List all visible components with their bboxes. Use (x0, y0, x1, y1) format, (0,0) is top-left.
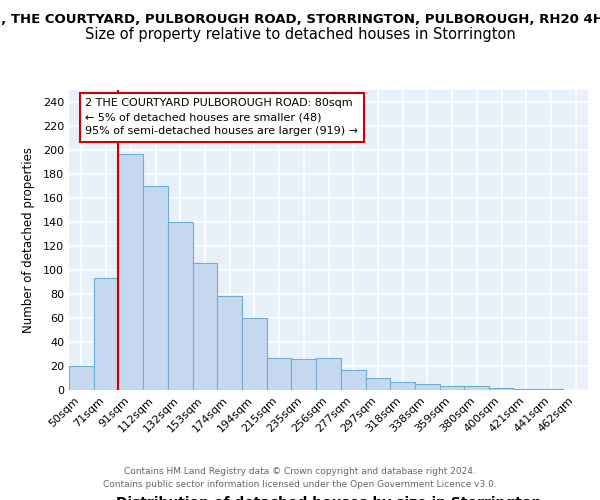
Text: 2 THE COURTYARD PULBOROUGH ROAD: 80sqm
← 5% of detached houses are smaller (48)
: 2 THE COURTYARD PULBOROUGH ROAD: 80sqm ←… (85, 98, 358, 136)
Bar (217, 296, 242, 390)
Bar (390, 382, 415, 390)
Text: Size of property relative to detached houses in Storrington: Size of property relative to detached ho… (85, 28, 515, 42)
Bar (464, 386, 489, 390)
X-axis label: Distribution of detached houses by size in Storrington: Distribution of detached houses by size … (116, 496, 541, 500)
Bar (316, 358, 341, 390)
Bar (143, 186, 168, 390)
Bar (267, 358, 292, 390)
Text: 2, THE COURTYARD, PULBOROUGH ROAD, STORRINGTON, PULBOROUGH, RH20 4HJ: 2, THE COURTYARD, PULBOROUGH ROAD, STORR… (0, 12, 600, 26)
Bar (94, 278, 118, 390)
Bar (118, 154, 143, 390)
Bar (69, 366, 94, 390)
Bar (440, 386, 464, 390)
Bar (514, 389, 539, 390)
Bar (242, 318, 267, 390)
Bar (365, 378, 390, 390)
Y-axis label: Number of detached properties: Number of detached properties (22, 147, 35, 333)
Text: Contains public sector information licensed under the Open Government Licence v3: Contains public sector information licen… (103, 480, 497, 489)
Bar (168, 222, 193, 390)
Bar (341, 370, 365, 390)
Bar (489, 388, 514, 390)
Bar (292, 359, 316, 390)
Bar (415, 384, 440, 390)
Bar (193, 263, 217, 390)
Bar (539, 389, 563, 390)
Text: Contains HM Land Registry data © Crown copyright and database right 2024.: Contains HM Land Registry data © Crown c… (124, 467, 476, 476)
